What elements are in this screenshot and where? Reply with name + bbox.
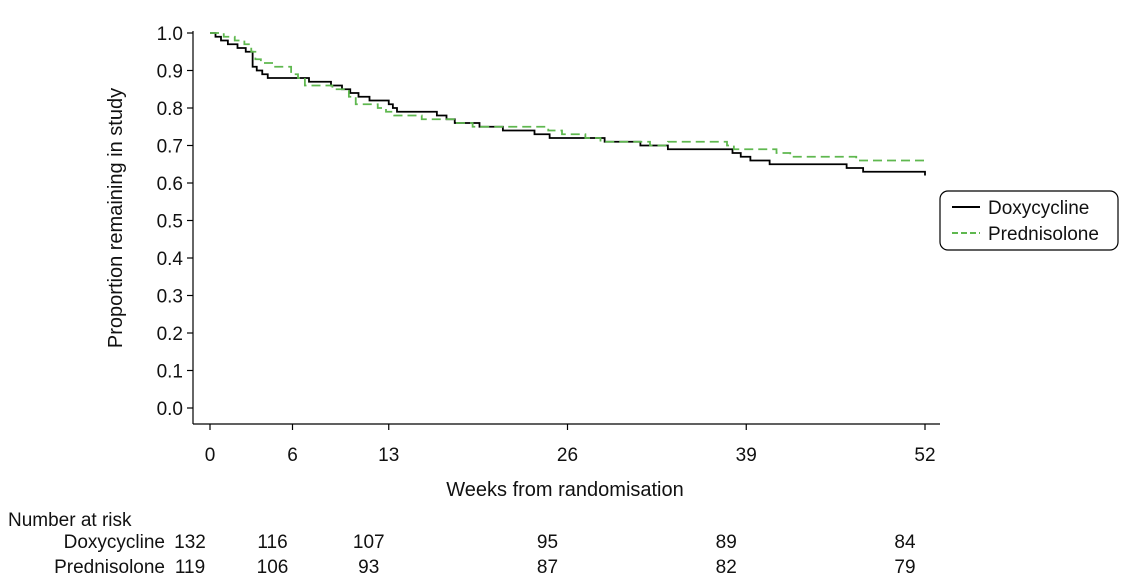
risk-count: 82 (716, 557, 737, 577)
x-tick-label: 52 (914, 445, 935, 466)
risk-row-label-prednisolone: Prednisolone (54, 557, 165, 577)
risk-row-label-doxycycline: Doxycycline (64, 532, 165, 553)
risk-count: 106 (257, 557, 289, 577)
axes: 0.0 0.1 0.2 0.3 0.4 0.5 0.6 0.7 0.8 0.9 1.0 0 6 13 26 3… (157, 24, 940, 466)
legend-label-prednisolone: Prednisolone (988, 224, 1099, 245)
series-line-prednisolone (210, 32, 925, 162)
legend-box (939, 190, 1119, 251)
y-tick-label: 0.5 (157, 212, 183, 233)
x-axis-label: Weeks from randomisation (446, 479, 684, 501)
legend-label-doxycycline: Doxycycline (988, 198, 1089, 219)
risk-table-title: Number at risk (8, 510, 132, 531)
x-tick-label: 0 (205, 445, 216, 466)
x-tick-label: 39 (736, 445, 757, 466)
y-tick-label: 1.0 (157, 24, 183, 45)
x-tick-label: 13 (378, 445, 399, 466)
risk-count: 119 (175, 557, 205, 577)
risk-count: 79 (894, 557, 915, 577)
risk-count: 95 (537, 532, 558, 553)
risk-count: 116 (257, 532, 287, 553)
number-at-risk-table: Number at risk Doxycycline 132 116 107 95 89 8… (8, 510, 916, 577)
plot-area (210, 32, 926, 176)
risk-count: 84 (894, 532, 916, 553)
y-tick-label: 0.6 (157, 174, 183, 195)
risk-count: 89 (716, 532, 737, 553)
risk-count: 93 (358, 557, 379, 577)
y-tick-label: 0.8 (157, 99, 183, 120)
y-tick-label: 0.3 (157, 287, 183, 308)
series-line-doxycycline (210, 32, 926, 176)
x-tick-label: 6 (287, 445, 298, 466)
y-tick-label: 0.4 (157, 249, 184, 270)
risk-count: 87 (537, 557, 558, 577)
y-axis-label: Proportion remaining in study (105, 88, 127, 348)
y-tick-label: 0.0 (157, 399, 183, 420)
y-tick-label: 0.1 (157, 362, 183, 383)
y-tick-label: 0.9 (157, 62, 183, 83)
y-tick-label: 0.7 (157, 137, 183, 158)
legend: Doxycycline Prednisolone (939, 190, 1119, 251)
risk-count: 132 (174, 532, 206, 553)
y-tick-label: 0.2 (157, 324, 183, 345)
risk-count: 107 (353, 532, 385, 553)
x-tick-label: 26 (557, 445, 578, 466)
